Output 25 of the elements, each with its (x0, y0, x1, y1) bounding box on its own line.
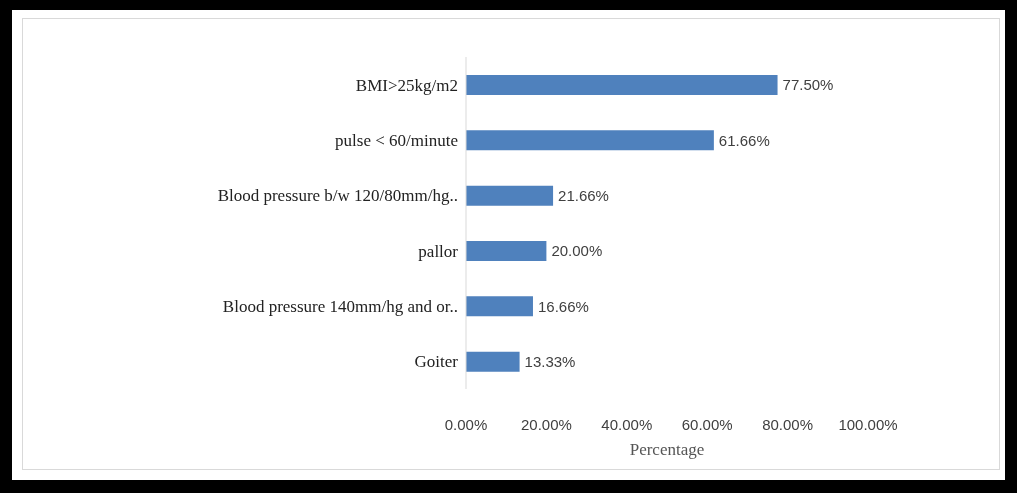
x-tick-label: 20.00% (520, 415, 572, 433)
bar (466, 185, 554, 206)
y-tick-label: Goiter (414, 352, 459, 372)
y-tick-label: Blood pressure 140mm/hg and or.. (222, 297, 458, 317)
data-label: 20.00% (551, 242, 603, 260)
data-label: 16.66% (537, 297, 589, 315)
y-tick-label: BMI>25kg/m2 (355, 75, 458, 95)
data-label: 13.33% (524, 352, 576, 370)
bar (466, 241, 547, 261)
x-tick-label: 100.00% (838, 415, 898, 433)
data-label: 77.50% (782, 76, 834, 94)
y-tick-label: pallor (418, 241, 459, 261)
bar (466, 75, 778, 95)
data-label: 61.66% (718, 131, 770, 149)
x-tick-label: 0.00% (444, 415, 488, 433)
x-tick-label: 60.00% (681, 415, 733, 433)
x-tick-label: 80.00% (762, 415, 814, 433)
bar (466, 351, 520, 372)
bar (466, 296, 533, 317)
x-tick-label: 40.00% (601, 415, 653, 433)
x-axis-title: Percentage (629, 440, 705, 459)
y-tick-label: pulse < 60/minute (335, 131, 458, 151)
data-label: 21.66% (558, 186, 609, 204)
y-tick-label: Blood pressure b/w 120/80mm/hg.. (217, 186, 458, 206)
bar (466, 130, 714, 151)
